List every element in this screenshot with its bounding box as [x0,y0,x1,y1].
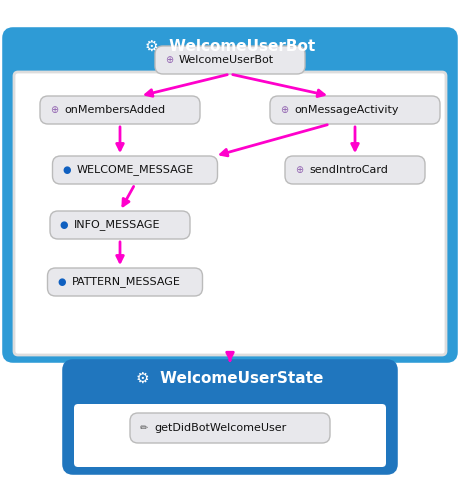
Text: ⚙  WelcomeUserState: ⚙ WelcomeUserState [136,371,323,385]
Text: WelcomeUserBot: WelcomeUserBot [179,55,274,65]
FancyBboxPatch shape [40,96,200,124]
Text: INFO_MESSAGE: INFO_MESSAGE [74,219,160,230]
Text: ●: ● [57,277,66,287]
Text: ⊕: ⊕ [280,105,287,115]
Text: getDidBotWelcomeUser: getDidBotWelcomeUser [154,423,285,433]
Text: ✏: ✏ [140,423,148,433]
FancyBboxPatch shape [5,30,454,360]
FancyBboxPatch shape [269,96,439,124]
Text: ●: ● [62,165,71,175]
Text: ●: ● [60,220,68,230]
FancyBboxPatch shape [130,413,329,443]
FancyBboxPatch shape [50,211,190,239]
Text: ⊕: ⊕ [165,55,173,65]
Text: ⚙  WelcomeUserBot: ⚙ WelcomeUserBot [145,38,314,53]
FancyBboxPatch shape [285,156,424,184]
FancyBboxPatch shape [47,268,202,296]
Text: onMembersAdded: onMembersAdded [64,105,165,115]
FancyBboxPatch shape [74,404,385,467]
Text: sendIntroCard: sendIntroCard [308,165,387,175]
FancyBboxPatch shape [155,46,304,74]
Text: ⊕: ⊕ [50,105,58,115]
Text: ⊕: ⊕ [294,165,302,175]
FancyBboxPatch shape [52,156,217,184]
Text: PATTERN_MESSAGE: PATTERN_MESSAGE [71,276,180,288]
Text: WELCOME_MESSAGE: WELCOME_MESSAGE [76,165,193,176]
Text: onMessageActivity: onMessageActivity [293,105,397,115]
FancyBboxPatch shape [65,362,394,472]
FancyBboxPatch shape [14,72,445,355]
